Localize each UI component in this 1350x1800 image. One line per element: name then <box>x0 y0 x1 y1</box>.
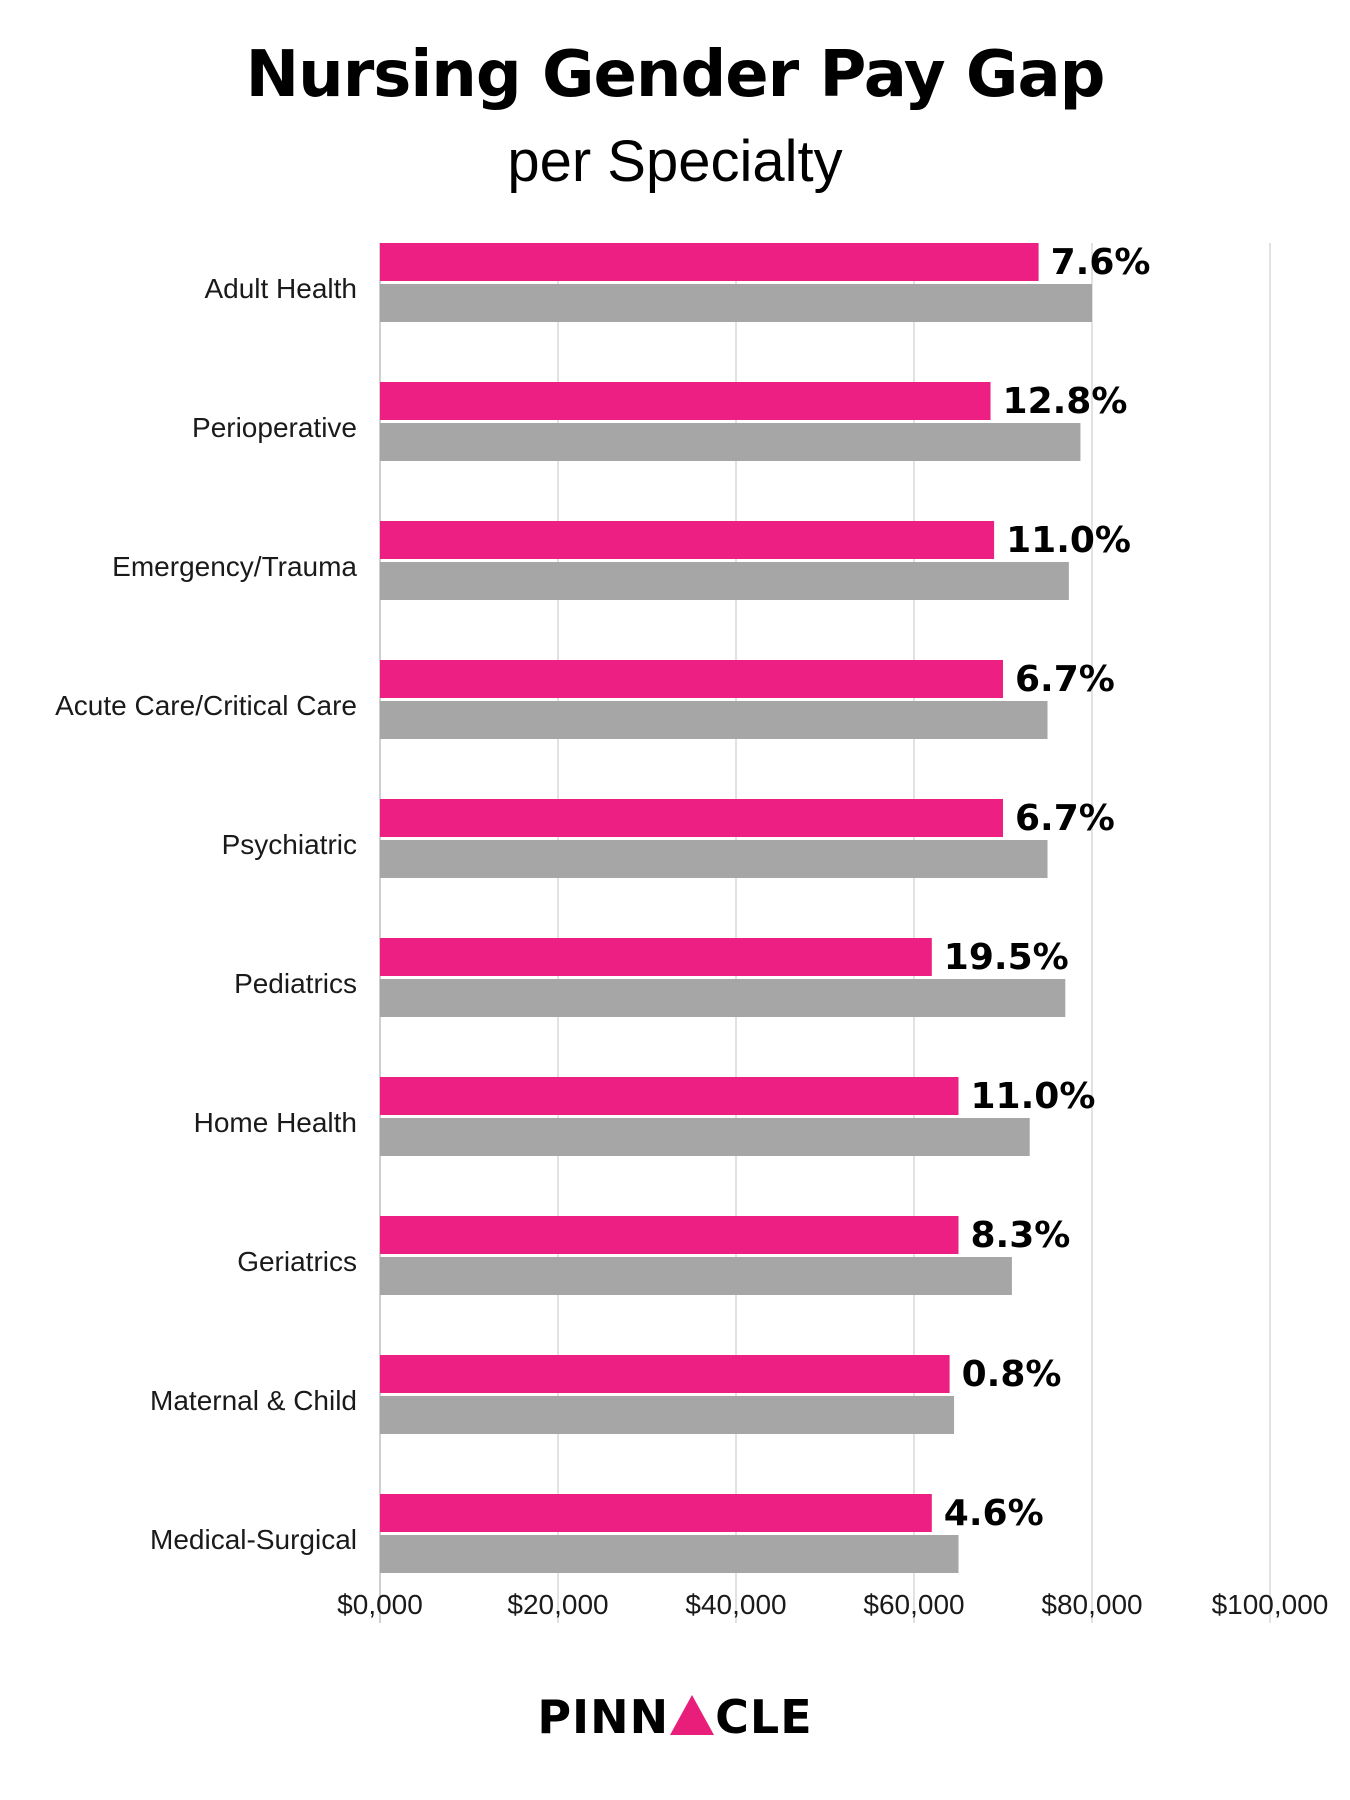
category-label: Home Health <box>194 1107 357 1138</box>
triangle-a-icon <box>670 1695 715 1735</box>
category-label: Perioperative <box>192 412 357 443</box>
chart-title: Nursing Gender Pay Gap <box>245 38 1106 112</box>
male-bar <box>380 284 1092 322</box>
pay-gap-label: 6.7% <box>1015 798 1115 839</box>
female-bar <box>380 938 932 976</box>
male-bar <box>380 423 1081 461</box>
male-bar <box>380 701 1048 739</box>
male-bar <box>380 840 1048 878</box>
category-label: Pediatrics <box>234 968 357 999</box>
x-tick-label: $20,000 <box>507 1589 608 1620</box>
pay-gap-label: 4.6% <box>944 1493 1044 1534</box>
male-bar <box>380 562 1069 600</box>
pay-gap-label: 7.6% <box>1051 242 1151 283</box>
female-bar <box>380 1355 950 1393</box>
male-bar <box>380 1396 955 1434</box>
female-bar <box>380 382 991 420</box>
pay-gap-label: 0.8% <box>962 1354 1062 1395</box>
x-tick-label: $60,000 <box>863 1589 964 1620</box>
female-bar <box>380 1216 959 1254</box>
category-label: Psychiatric <box>222 829 357 860</box>
category-label: Maternal & Child <box>150 1385 357 1416</box>
female-bar <box>380 243 1039 281</box>
female-bar <box>380 799 1003 837</box>
category-label: Acute Care/Critical Care <box>55 690 357 721</box>
bar-chart: $0,000 $20,000 $40,000 $60,000 $80,000 $100,0… <box>55 242 1329 1623</box>
logo-text-left: PINN <box>537 1690 670 1744</box>
pay-gap-label: 11.0% <box>1006 520 1131 561</box>
pay-gap-label: 11.0% <box>971 1076 1096 1117</box>
female-bar <box>380 1494 932 1532</box>
male-bar <box>380 1535 959 1573</box>
chart-subtitle: per Specialty <box>507 129 843 194</box>
female-bar <box>380 1077 959 1115</box>
logo-text-right: CLE <box>715 1690 813 1744</box>
category-label: Emergency/Trauma <box>112 551 357 582</box>
pay-gap-label: 8.3% <box>971 1215 1071 1256</box>
female-bar <box>380 660 1003 698</box>
female-bar <box>380 521 995 559</box>
pay-gap-label: 6.7% <box>1015 659 1115 700</box>
male-bar <box>380 1118 1030 1156</box>
x-tick-label: $40,000 <box>685 1589 786 1620</box>
category-label: Medical-Surgical <box>150 1524 357 1555</box>
x-tick-label: $0,000 <box>337 1589 423 1620</box>
x-tick-label: $80,000 <box>1041 1589 1142 1620</box>
male-bar <box>380 1257 1012 1295</box>
category-label: Adult Health <box>204 273 357 304</box>
category-label: Geriatrics <box>237 1246 357 1277</box>
pay-gap-label: 12.8% <box>1003 381 1128 422</box>
pinnacle-logo: PINN CLE <box>0 1690 1350 1744</box>
x-tick-label: $100,000 <box>1212 1589 1329 1620</box>
pay-gap-label: 19.5% <box>944 937 1069 978</box>
male-bar <box>380 979 1066 1017</box>
